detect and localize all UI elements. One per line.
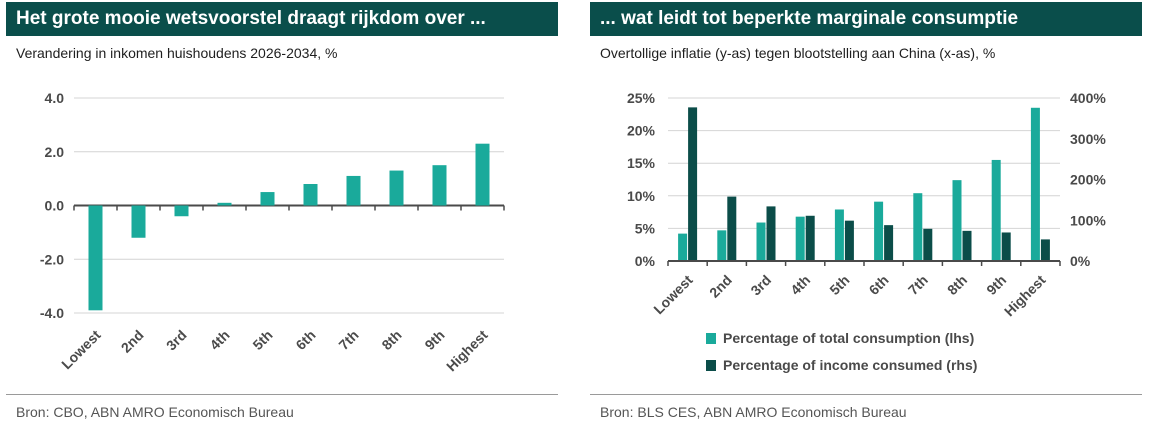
y-tick-label-left: 15% bbox=[627, 155, 656, 171]
x-tick-label: 9th bbox=[421, 327, 447, 353]
x-tick-label: 7th bbox=[905, 272, 931, 298]
bar-total-consumption bbox=[717, 230, 727, 261]
bar bbox=[346, 175, 361, 206]
bar-income-consumed bbox=[962, 230, 972, 261]
bar-total-consumption bbox=[834, 209, 844, 261]
bar-income-consumed bbox=[844, 220, 854, 261]
right-chart-title: ... wat leidt tot beperkte marginale con… bbox=[590, 2, 1142, 36]
x-tick-label: 2nd bbox=[118, 327, 147, 356]
y-tick-label-right: 100% bbox=[1070, 212, 1106, 228]
y-tick-label-right: 0% bbox=[1070, 253, 1091, 269]
y-tick-label-left: 0% bbox=[635, 253, 656, 269]
bar bbox=[432, 165, 447, 206]
y-tick-label: -4.0 bbox=[40, 305, 64, 321]
bar-income-consumed bbox=[688, 107, 698, 261]
bar-income-consumed bbox=[1001, 232, 1011, 261]
x-tick-label: 9th bbox=[983, 272, 1009, 298]
legend-label: Percentage of total consumption (lhs) bbox=[723, 330, 974, 346]
right-source: Bron: BLS CES, ABN AMRO Economisch Burea… bbox=[600, 404, 907, 420]
x-tick-label: Lowest bbox=[58, 327, 104, 373]
bar bbox=[131, 205, 146, 238]
bar-total-consumption bbox=[795, 216, 805, 261]
left-panel: Het grote mooie wetsvoorstel draagt rijk… bbox=[6, 0, 558, 428]
y-tick-label-left: 5% bbox=[635, 220, 656, 236]
y-tick-label: 2.0 bbox=[45, 144, 65, 160]
x-tick-label: 6th bbox=[866, 272, 892, 298]
bar-total-consumption bbox=[678, 233, 688, 261]
y-tick-label: 4.0 bbox=[45, 90, 65, 106]
x-tick-label: 2nd bbox=[706, 272, 735, 301]
y-tick-label-left: 10% bbox=[627, 188, 656, 204]
y-tick-label-left: 20% bbox=[627, 123, 656, 139]
bar-total-consumption bbox=[756, 222, 766, 261]
bar-total-consumption bbox=[952, 180, 962, 261]
right-chart-subtitle: Overtollige inflatie (y-as) tegen bloots… bbox=[600, 45, 996, 61]
legend-label: Percentage of income consumed (rhs) bbox=[723, 357, 977, 373]
x-tick-label: 4th bbox=[787, 272, 813, 298]
bar-total-consumption bbox=[1030, 107, 1040, 261]
y-tick-label: -2.0 bbox=[40, 251, 64, 267]
x-tick-label: 4th bbox=[206, 327, 232, 353]
x-tick-label: 8th bbox=[944, 272, 970, 298]
x-tick-label: 7th bbox=[335, 327, 361, 353]
bar-income-consumed bbox=[805, 215, 815, 261]
bar-income-consumed bbox=[923, 228, 933, 261]
y-tick-label: 0.0 bbox=[45, 198, 65, 214]
bar-total-consumption bbox=[874, 201, 884, 261]
y-tick-label-right: 200% bbox=[1070, 172, 1106, 188]
x-tick-label: 5th bbox=[826, 272, 852, 298]
x-tick-label: 8th bbox=[378, 327, 404, 353]
right-bar-chart: 0% 5% 10% 15% 20% 25% 0% 100% 200% 300% 400% Lowest… bbox=[627, 90, 1106, 373]
y-tick-label-right: 400% bbox=[1070, 90, 1106, 106]
x-tick-label: 3rd bbox=[747, 272, 774, 299]
right-divider bbox=[590, 394, 1142, 395]
x-tick-label: 5th bbox=[249, 327, 275, 353]
x-tick-label: Highest bbox=[443, 327, 491, 375]
bar-income-consumed bbox=[1040, 239, 1050, 261]
bar-income-consumed bbox=[766, 206, 776, 261]
x-tick-label: 3rd bbox=[163, 327, 190, 354]
x-tick-label: Highest bbox=[1001, 272, 1049, 320]
bar bbox=[260, 192, 275, 206]
left-chart-subtitle: Verandering in inkomen huishoudens 2026-… bbox=[16, 45, 338, 61]
x-tick-label: 6th bbox=[292, 327, 318, 353]
bar bbox=[217, 202, 232, 206]
y-tick-label-left: 25% bbox=[627, 90, 656, 106]
right-panel: ... wat leidt tot beperkte marginale con… bbox=[590, 0, 1142, 428]
legend-swatch bbox=[706, 333, 716, 344]
left-source: Bron: CBO, ABN AMRO Economisch Bureau bbox=[16, 404, 294, 420]
left-divider bbox=[6, 394, 558, 395]
bar-income-consumed bbox=[884, 225, 894, 261]
legend-swatch bbox=[706, 360, 716, 371]
x-tick-label: Lowest bbox=[650, 272, 696, 318]
bar bbox=[174, 205, 189, 217]
y-tick-label-right: 300% bbox=[1070, 131, 1106, 147]
left-chart-title: Het grote mooie wetsvoorstel draagt rijk… bbox=[6, 2, 558, 36]
bar-income-consumed bbox=[727, 196, 737, 261]
bar-total-consumption bbox=[913, 193, 923, 261]
bar bbox=[389, 170, 404, 206]
bar bbox=[475, 143, 490, 206]
bar bbox=[303, 184, 318, 206]
bar-total-consumption bbox=[991, 159, 1001, 261]
left-bar-chart: 4.0 2.0 0.0 -2.0 -4.0 Lowest 2nd 3rd 4th 5th 6th 7t… bbox=[40, 90, 505, 375]
bar bbox=[88, 205, 103, 311]
